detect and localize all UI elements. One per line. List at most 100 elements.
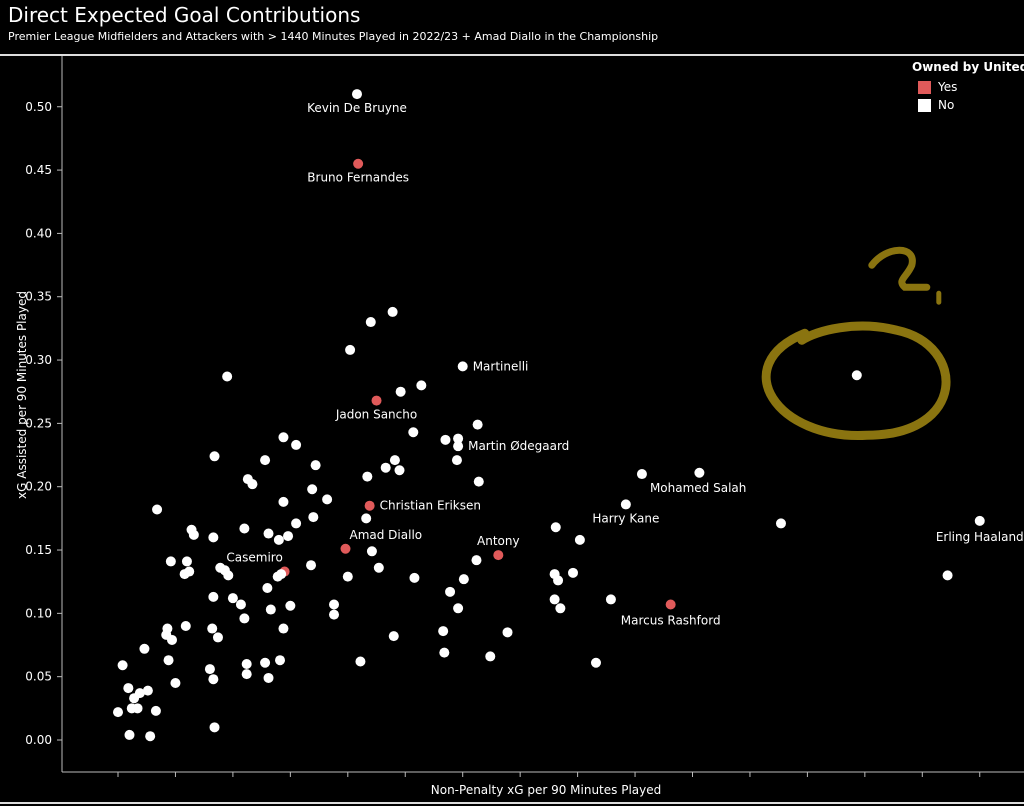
data-point[interactable]: [453, 433, 464, 444]
data-point[interactable]: [150, 705, 161, 716]
data-point[interactable]: [306, 560, 317, 571]
data-point[interactable]: [132, 703, 143, 714]
data-point[interactable]: [265, 604, 276, 615]
data-point[interactable]: [453, 603, 464, 614]
data-point[interactable]: [362, 471, 373, 482]
data-point[interactable]: [278, 496, 289, 507]
data-point[interactable]: [329, 609, 340, 620]
data-point[interactable]: [329, 599, 340, 610]
data-point[interactable]: [124, 729, 135, 740]
data-point-kevin-de-bruyne[interactable]: [351, 89, 362, 100]
data-point[interactable]: [291, 518, 302, 529]
data-point[interactable]: [208, 591, 219, 602]
data-point[interactable]: [342, 571, 353, 582]
data-point[interactable]: [942, 570, 953, 581]
data-point[interactable]: [409, 572, 420, 583]
data-point[interactable]: [167, 634, 178, 645]
data-point[interactable]: [123, 683, 134, 694]
data-point[interactable]: [345, 344, 356, 355]
data-point[interactable]: [440, 434, 451, 445]
data-point[interactable]: [380, 462, 391, 473]
data-point[interactable]: [260, 657, 271, 668]
data-point[interactable]: [568, 567, 579, 578]
data-point[interactable]: [129, 693, 140, 704]
data-point[interactable]: [239, 523, 250, 534]
data-point[interactable]: [145, 731, 156, 742]
data-point[interactable]: [550, 522, 561, 533]
data-point[interactable]: [307, 484, 318, 495]
data-point[interactable]: [310, 460, 321, 471]
data-point[interactable]: [142, 685, 153, 696]
data-point[interactable]: [472, 419, 483, 430]
data-point[interactable]: [278, 623, 289, 634]
data-point[interactable]: [553, 575, 564, 586]
data-point[interactable]: [207, 623, 218, 634]
data-point[interactable]: [308, 512, 319, 523]
data-point[interactable]: [222, 371, 233, 382]
data-point-martinelli[interactable]: [457, 361, 468, 372]
data-point[interactable]: [241, 659, 252, 670]
data-point[interactable]: [241, 669, 252, 680]
data-point[interactable]: [165, 556, 176, 567]
data-point[interactable]: [262, 583, 273, 594]
data-point[interactable]: [322, 494, 333, 505]
data-point[interactable]: [273, 534, 284, 545]
data-point[interactable]: [458, 574, 469, 585]
data-point[interactable]: [275, 655, 286, 666]
data-point[interactable]: [163, 655, 174, 666]
data-point[interactable]: [188, 529, 199, 540]
data-point[interactable]: [179, 569, 190, 580]
data-point[interactable]: [113, 707, 123, 718]
data-point[interactable]: [247, 479, 258, 490]
data-point[interactable]: [235, 599, 246, 610]
data-point[interactable]: [549, 594, 560, 605]
data-point[interactable]: [388, 631, 399, 642]
data-point[interactable]: [438, 626, 449, 637]
legend-item-no[interactable]: No: [918, 98, 1024, 112]
data-point[interactable]: [260, 455, 271, 466]
data-point[interactable]: [387, 306, 398, 317]
data-point[interactable]: [775, 518, 786, 529]
data-point-amad-diallo[interactable]: [340, 543, 351, 554]
data-point[interactable]: [209, 451, 220, 462]
data-point[interactable]: [605, 594, 616, 605]
data-point[interactable]: [212, 632, 223, 643]
data-point[interactable]: [694, 467, 705, 478]
data-point-martin-degaard[interactable]: [453, 441, 464, 452]
data-point[interactable]: [851, 370, 862, 381]
data-point-erling-haaland[interactable]: [974, 515, 985, 526]
data-point[interactable]: [117, 660, 128, 671]
data-point-mohamed-salah[interactable]: [636, 469, 647, 480]
data-point[interactable]: [366, 546, 377, 557]
data-point-marcus-rashford[interactable]: [665, 599, 676, 610]
data-point[interactable]: [355, 656, 366, 667]
data-point[interactable]: [291, 439, 302, 450]
data-point[interactable]: [574, 534, 585, 545]
data-point[interactable]: [445, 586, 456, 597]
data-point[interactable]: [451, 455, 462, 466]
data-point[interactable]: [408, 427, 419, 438]
data-point[interactable]: [208, 674, 219, 685]
data-point[interactable]: [394, 465, 405, 476]
data-point[interactable]: [555, 603, 566, 614]
data-point[interactable]: [263, 528, 274, 539]
data-point[interactable]: [239, 613, 250, 624]
data-point[interactable]: [209, 722, 220, 733]
data-point[interactable]: [471, 555, 482, 566]
data-point[interactable]: [473, 476, 484, 487]
data-point-harry-kane[interactable]: [620, 499, 631, 510]
data-point[interactable]: [263, 672, 274, 683]
data-point[interactable]: [208, 532, 219, 543]
data-point[interactable]: [272, 571, 283, 582]
data-point[interactable]: [590, 657, 601, 668]
data-point[interactable]: [227, 593, 238, 604]
data-point-christian-eriksen[interactable]: [364, 500, 375, 511]
data-point[interactable]: [170, 678, 181, 689]
data-point-antony[interactable]: [493, 550, 504, 561]
data-point-jadon-sancho[interactable]: [371, 395, 382, 406]
data-point-bruno-fernandes[interactable]: [353, 158, 364, 169]
data-point[interactable]: [502, 627, 513, 638]
data-point[interactable]: [439, 647, 450, 658]
data-point[interactable]: [389, 455, 400, 466]
data-point[interactable]: [204, 664, 215, 675]
